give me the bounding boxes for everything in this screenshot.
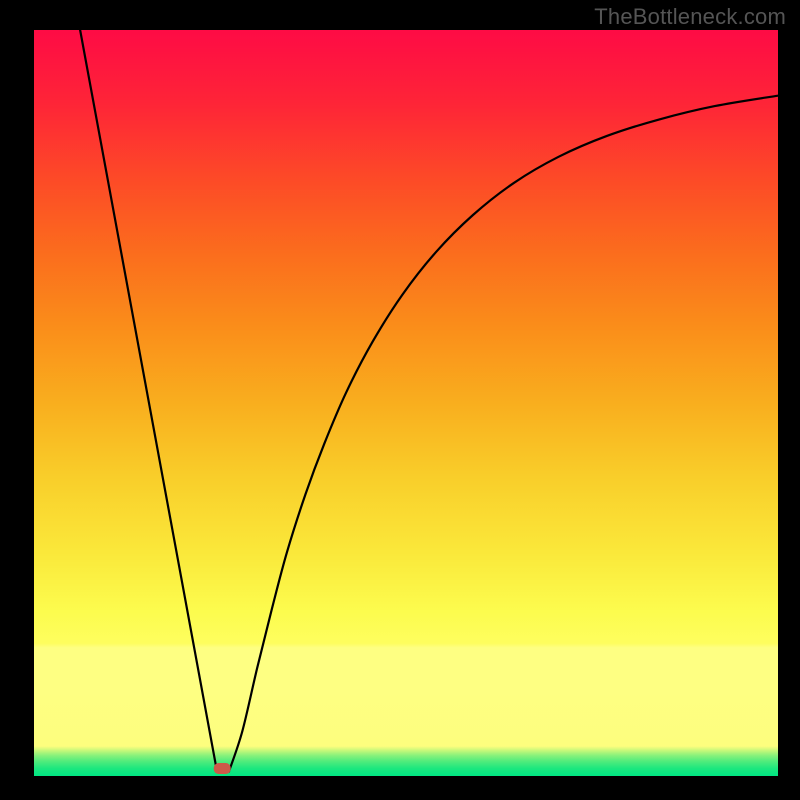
watermark-text: TheBottleneck.com bbox=[594, 4, 786, 30]
chart-svg bbox=[34, 30, 778, 776]
gradient-background bbox=[34, 30, 778, 776]
plot-area bbox=[34, 30, 778, 776]
min-marker bbox=[214, 763, 231, 774]
chart-canvas: TheBottleneck.com bbox=[0, 0, 800, 800]
